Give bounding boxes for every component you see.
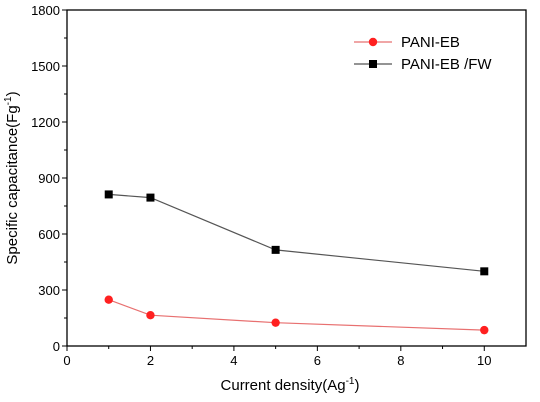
legend-marker-pani-eb [368, 37, 378, 47]
legend-marker-pani-eb-fw [369, 60, 377, 68]
x-tick-label: 6 [314, 353, 321, 368]
y-tick-label: 1200 [31, 115, 60, 130]
legend: PANI-EB PANI-EB /FW [354, 34, 492, 73]
data-point-circle [104, 295, 113, 304]
legend-label-pani-eb-fw: PANI-EB /FW [401, 56, 492, 73]
x-tick-label: 10 [477, 353, 491, 368]
data-point-circle [271, 318, 280, 327]
data-point-square [104, 190, 113, 199]
data-point-square [271, 245, 280, 254]
legend-label-pani-eb: PANI-EB [401, 34, 460, 51]
y-tick-label: 1500 [31, 59, 60, 74]
x-tick-label: 0 [63, 353, 70, 368]
data-point-square [480, 267, 489, 276]
y-tick-label: 600 [38, 227, 60, 242]
series-line-1 [108, 193, 485, 272]
data-point-circle [480, 325, 489, 335]
data-point-square [146, 193, 155, 202]
x-axis-title: Current density(Ag-1) [221, 376, 360, 394]
axis-ticks: 0 2 4 6 8 10 0 300 600 900 1200 1500 1800 [31, 3, 491, 368]
plot-frame [66, 9, 527, 347]
series-layer [104, 190, 489, 335]
series-line-0 [108, 299, 485, 331]
y-axis-title: Specific capacitance(Fg-1) [3, 91, 21, 264]
x-tick-label: 8 [397, 353, 404, 368]
y-tick-label: 1800 [31, 3, 60, 18]
data-point-circle [146, 311, 155, 320]
y-tick-label: 900 [38, 171, 60, 186]
x-tick-label: 2 [147, 353, 154, 368]
y-tick-label: 0 [53, 339, 60, 354]
y-tick-label: 300 [38, 283, 60, 298]
x-tick-label: 4 [230, 353, 237, 368]
